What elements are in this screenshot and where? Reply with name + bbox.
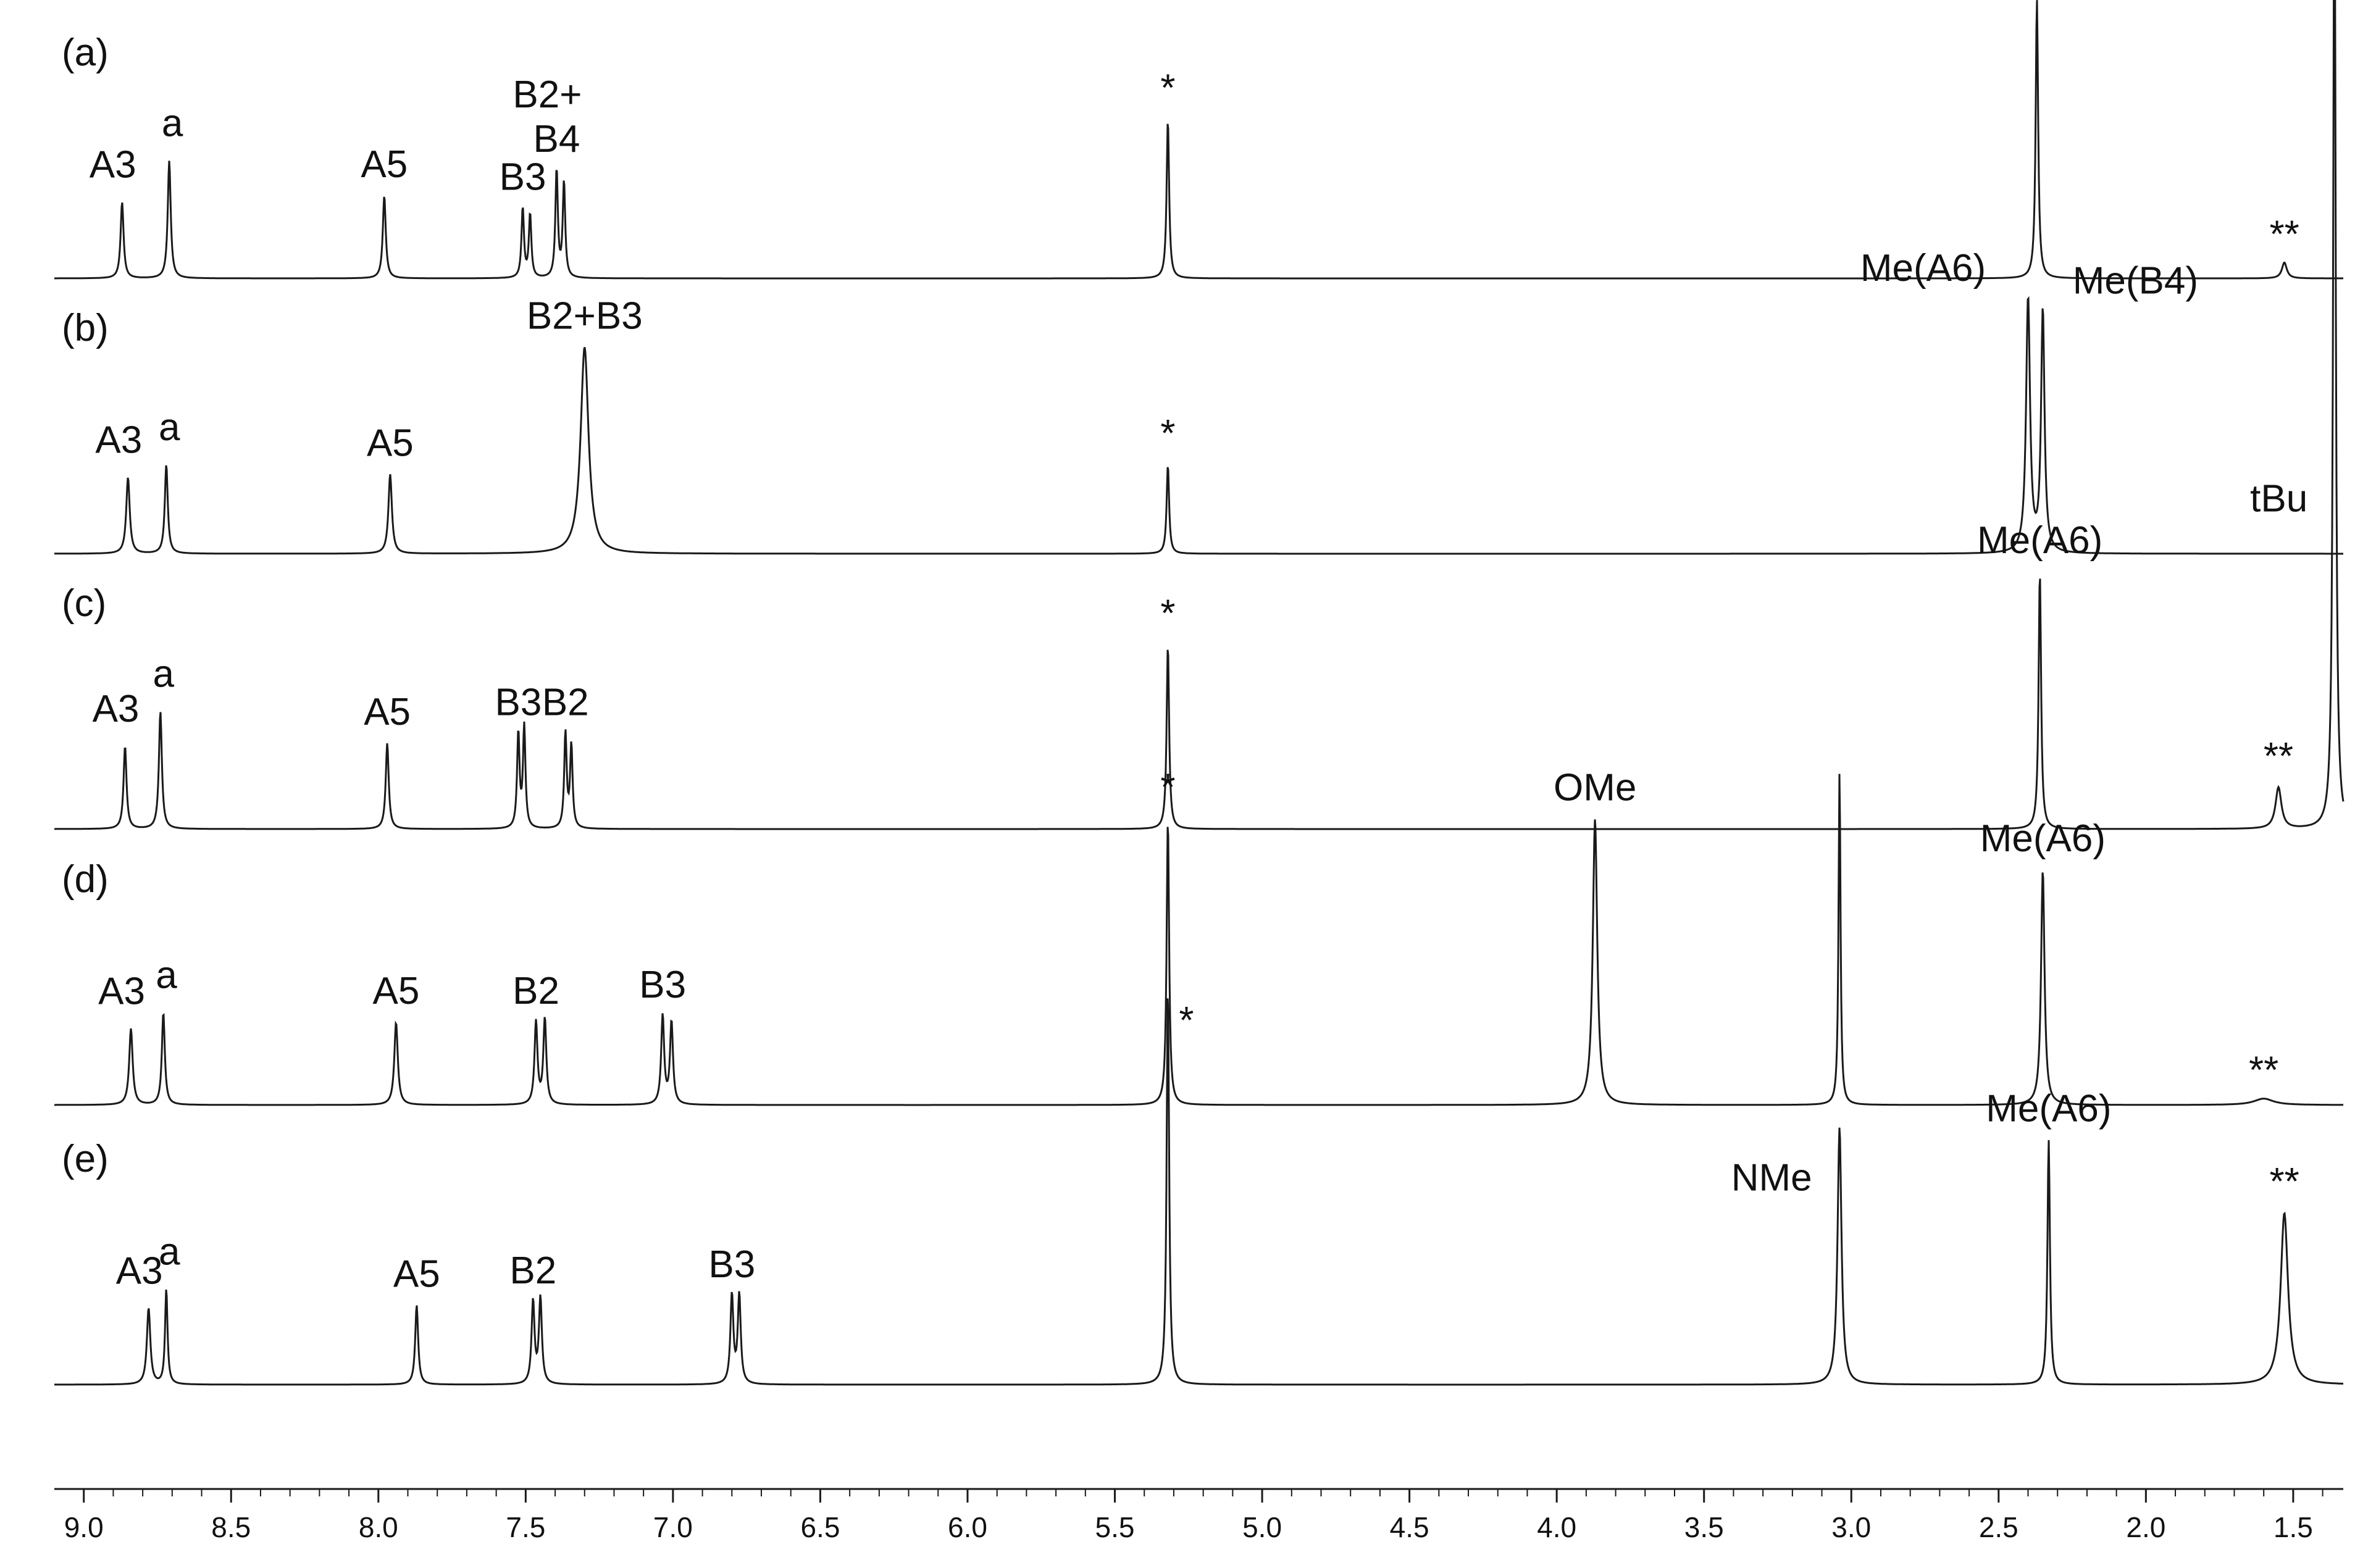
ppm-axis: 9.0 8.5 8.0 7.5 7.0 6.5 6.0 5.5 5.0 4.5 4.0 3.5 3.0 2… (54, 1488, 2343, 1543)
peak-label: B3 (500, 156, 546, 199)
peak-label: tBu (2250, 478, 2307, 520)
peak-label: OMe (1554, 767, 1636, 809)
peak-label: ** (2269, 1161, 2299, 1203)
peak-label: B2 (509, 1249, 556, 1292)
x-tick-label: 8.5 (211, 1511, 251, 1543)
peak-label: * (1160, 592, 1175, 635)
panel-label: (a) (62, 31, 109, 74)
x-tick-label: 1.5 (2274, 1511, 2313, 1543)
peak-label: B2 (512, 970, 559, 1012)
peak-label: A3 (116, 1249, 163, 1292)
x-tick-label: 9.0 (64, 1511, 104, 1543)
peak-label: ** (2264, 735, 2293, 778)
spectrum-trace (54, 296, 2343, 555)
peak-label: A5 (367, 422, 414, 464)
peak-label: A3 (90, 143, 136, 186)
peak-label: A3 (98, 970, 145, 1012)
x-tick-label: 4.5 (1390, 1511, 1429, 1543)
peak-label: Me(A6) (1860, 247, 1986, 290)
spectrum-panel: (b) A3 a A5 B2+B3 * Me(A6) Me(B4) (54, 247, 2343, 555)
peak-label: A3 (95, 419, 142, 461)
spectra-panels: (a)A3aA5B3B2+B4*Me(A6)**(b)A3aA5B2+B3*Me… (54, 0, 2345, 1386)
peak-label: B2 (542, 682, 589, 724)
spectrum-panel: (e) A3a A5 B2 B3 * NMe Me(A6) ** (54, 998, 2343, 1386)
panel-label: (d) (62, 858, 109, 901)
peak-label: B2+ B4 (512, 73, 582, 161)
peak-label: * (1160, 767, 1175, 809)
x-tick-label: 6.0 (948, 1511, 987, 1543)
panel-label: (e) (62, 1138, 109, 1180)
peak-label: A5 (364, 691, 411, 733)
spectrum-trace (54, 0, 2345, 830)
peak-label: Me(A6) (1980, 817, 2106, 860)
x-tick-label: 6.5 (800, 1511, 840, 1543)
peak-label: * (1160, 67, 1175, 110)
x-tick-label: 5.5 (1095, 1511, 1135, 1543)
peak-label: a (159, 1231, 180, 1274)
spectrum-panel: (d) A3 a A5 B2 B3 * OMe Me(A6) ** (54, 767, 2344, 1106)
peak-label: A5 (393, 1253, 440, 1295)
spectrum-trace (54, 998, 2343, 1386)
peak-label: B2+B3 (527, 294, 643, 337)
x-tick-label: 7.0 (653, 1511, 693, 1543)
peak-label: A5 (361, 143, 408, 186)
x-tick-label: 2.5 (1979, 1511, 2018, 1543)
x-tick-label: 3.5 (1684, 1511, 1724, 1543)
peak-label: B3 (639, 964, 686, 1006)
panel-label: (c) (62, 582, 106, 625)
peak-label: B3 (495, 682, 542, 724)
x-tick-label: 2.0 (2126, 1511, 2165, 1543)
peak-label: * (1179, 999, 1194, 1042)
panel-label: (b) (62, 307, 109, 349)
peak-label: * (1160, 412, 1175, 455)
peak-label: a (156, 954, 177, 997)
peak-label: A3 (93, 688, 140, 730)
peak-label: ** (2269, 213, 2299, 256)
x-tick-label: 8.0 (359, 1511, 398, 1543)
peak-label: a (159, 406, 180, 449)
peak-label: NMe (1731, 1157, 1812, 1199)
peak-label: Me(A6) (1977, 519, 2102, 562)
peak-label: Me(A6) (1986, 1087, 2111, 1130)
peak-label: A5 (373, 970, 420, 1012)
peak-label: a (162, 102, 183, 144)
x-tick-label: 7.5 (506, 1511, 545, 1543)
peak-label: Me(B4) (2073, 260, 2198, 302)
peak-label: B3 (708, 1243, 755, 1286)
peak-label: ** (2249, 1049, 2278, 1092)
peak-label: a (153, 653, 175, 695)
x-tick-label: 4.0 (1537, 1511, 1576, 1543)
x-tick-label: 5.0 (1242, 1511, 1282, 1543)
x-tick-label: 3.0 (1831, 1511, 1871, 1543)
spectrum-trace (54, 0, 2343, 280)
spectrum-trace (54, 774, 2344, 1106)
